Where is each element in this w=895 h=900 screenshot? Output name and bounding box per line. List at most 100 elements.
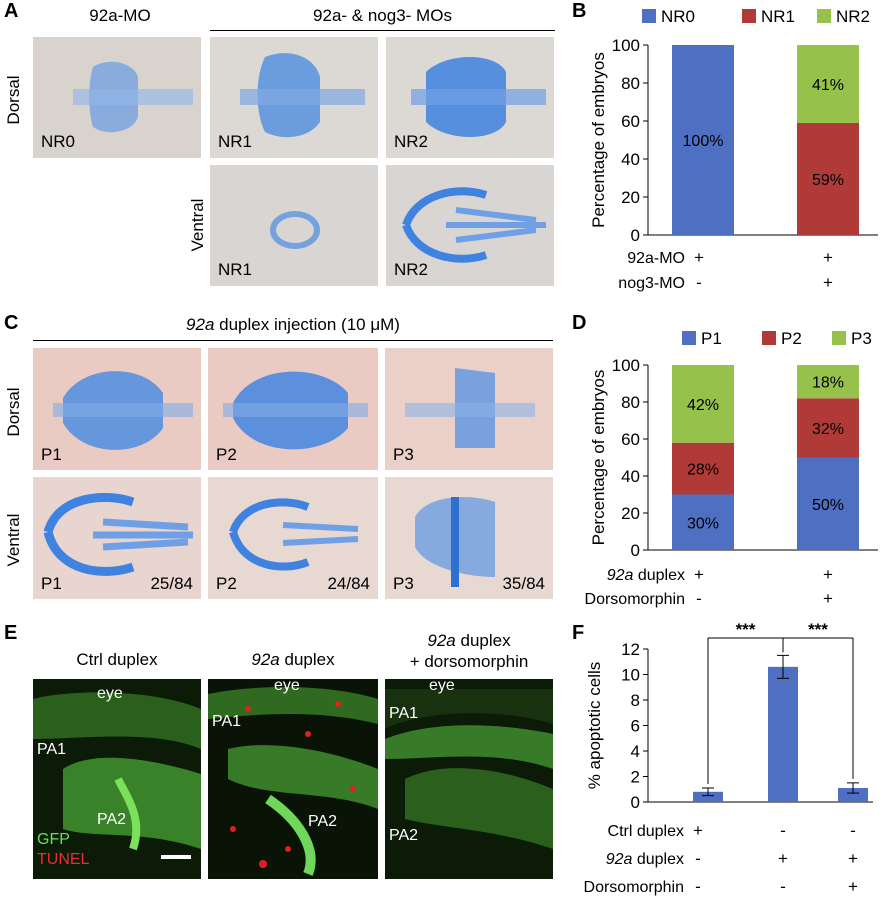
- condition-symbol: +: [823, 273, 833, 292]
- image-label: P3: [393, 445, 414, 464]
- image-count: 35/84: [502, 574, 545, 593]
- image-label: NR1: [218, 132, 253, 151]
- y-tick-label: 40: [621, 467, 640, 486]
- image-label: NR1: [218, 260, 253, 279]
- y-tick-label: 60: [621, 112, 640, 131]
- image-label: P1: [41, 445, 62, 464]
- condition-symbol: -: [696, 589, 702, 608]
- y-tick-label: 0: [631, 226, 640, 245]
- image-label-pa2: PA2: [389, 827, 419, 844]
- bar-segment: [672, 442, 734, 495]
- image-label-eye: eye: [274, 679, 300, 694]
- data-label: 28%: [687, 462, 719, 479]
- panel-e-image-92a: eye PA1 PA2: [208, 679, 378, 879]
- image-label: P1: [41, 574, 62, 593]
- legend-swatch: [762, 331, 776, 345]
- panel-e-header-2: 92a duplex: [251, 650, 335, 669]
- data-label: 100%: [683, 133, 724, 150]
- bar-segment: [797, 457, 859, 550]
- image-label-eye: eye: [97, 685, 123, 702]
- condition-symbol: +: [693, 821, 703, 840]
- y-tick-label: 0: [631, 541, 640, 560]
- panel-label-d: D: [572, 312, 587, 334]
- data-label: 32%: [812, 421, 844, 438]
- legend-swatch: [682, 331, 696, 345]
- data-label: 42%: [687, 397, 719, 414]
- condition-symbol: +: [823, 248, 833, 267]
- panel-c-image-p3-ventral: P3 35/84: [385, 477, 553, 599]
- condition-symbol: -: [850, 821, 856, 840]
- condition-symbol: +: [848, 877, 858, 896]
- condition-label: 92a-MO: [627, 250, 685, 267]
- condition-symbol: +: [694, 248, 704, 267]
- panel-a-row-dorsal: Dorsal: [4, 75, 23, 125]
- y-tick-label: 80: [621, 74, 640, 93]
- image-label: P2: [216, 574, 237, 593]
- bar: [693, 791, 723, 802]
- legend-swatch: [742, 9, 756, 23]
- panel-a-image-nr1-ventral: NR1: [210, 165, 378, 286]
- panel-a-image-nr1-dorsal: NR1: [210, 37, 378, 158]
- panel-label-e: E: [4, 622, 18, 644]
- condition-symbol: -: [696, 273, 702, 292]
- data-label: 41%: [812, 77, 844, 94]
- data-label: 50%: [812, 497, 844, 514]
- image-label-pa1: PA1: [37, 741, 67, 758]
- bar-segment: [797, 122, 859, 235]
- condition-symbol: +: [823, 589, 833, 608]
- panel-a-header-line: [210, 30, 555, 31]
- y-tick-label: 100: [612, 36, 640, 55]
- legend-tunel: TUNEL: [37, 851, 90, 868]
- condition-symbol: +: [848, 849, 858, 868]
- y-tick-label: 12: [621, 640, 640, 659]
- condition-symbol: -: [695, 849, 701, 868]
- image-label-pa1: PA1: [212, 713, 242, 730]
- scale-bar: [161, 855, 191, 859]
- bar: [838, 787, 868, 802]
- condition-symbol: +: [778, 849, 788, 868]
- chart-f: 0 2 4 6 8 10 12 % apoptotic cells *** *** Ctrl dup…: [584, 620, 873, 896]
- legend-gfp: GFP: [37, 831, 70, 848]
- y-tick-label: 0: [631, 793, 640, 812]
- panel-label-a: A: [4, 0, 19, 22]
- image-label-eye: eye: [429, 679, 455, 694]
- image-count: 24/84: [327, 574, 370, 593]
- y-tick-label: 40: [621, 150, 640, 169]
- data-label: 59%: [812, 172, 844, 189]
- condition-symbol: +: [823, 565, 833, 584]
- panel-c-row-dorsal: Dorsal: [4, 387, 23, 437]
- y-tick-label: 2: [631, 768, 640, 787]
- legend-entry: NR0: [661, 7, 695, 26]
- image-count: 25/84: [150, 574, 193, 593]
- y-tick-label: 100: [612, 356, 640, 375]
- legend-entry: NR2: [836, 7, 870, 26]
- bar-segment: [672, 494, 734, 550]
- condition-label: 92a duplex: [606, 851, 684, 868]
- panel-c-image-p1-ventral: P1 25/84: [33, 477, 201, 599]
- data-label: 30%: [687, 515, 719, 532]
- image-label: P3: [393, 574, 414, 593]
- panel-e-header-1: Ctrl duplex: [76, 650, 158, 669]
- panel-e-image-92a-dorsomorphin: eye PA1 PA2: [385, 679, 553, 879]
- y-tick-label: 8: [631, 691, 640, 710]
- bar-segment: [672, 45, 734, 235]
- y-tick-label: 20: [621, 188, 640, 207]
- y-tick-label: 20: [621, 504, 640, 523]
- bar: [768, 666, 798, 802]
- image-label: NR2: [394, 132, 429, 151]
- legend-swatch: [642, 9, 656, 23]
- bar-segment: [797, 398, 859, 458]
- bar-segment: [672, 365, 734, 443]
- y-tick-label: 4: [631, 742, 640, 761]
- panel-e-header-3: 92a duplex + dorsomorphin: [409, 631, 529, 671]
- panel-c-image-p2-ventral: P2 24/84: [208, 477, 378, 599]
- image-label: P2: [216, 445, 237, 464]
- panel-label-b: B: [572, 0, 587, 22]
- condition-label: Ctrl duplex: [608, 823, 684, 840]
- significance-label: ***: [736, 620, 756, 639]
- panel-a-image-nr2-ventral: NR2: [386, 165, 554, 286]
- legend-swatch: [817, 9, 831, 23]
- bar-segment: [797, 45, 859, 123]
- image-label: NR0: [41, 132, 76, 151]
